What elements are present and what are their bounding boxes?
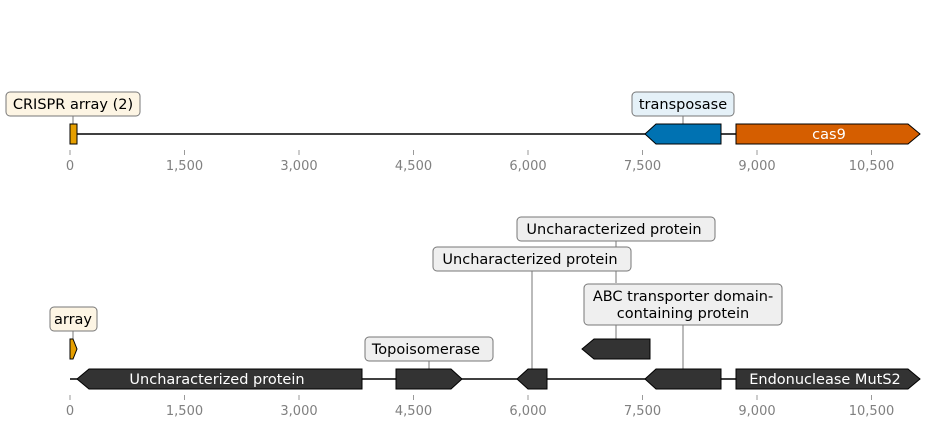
axis-tick-label: 10,500 [849,159,895,174]
bottom-abc-label-box [583,283,783,326]
bottom-abc-label: ABC transporter domain- containing prote… [583,283,783,326]
bottom-endonuclease-inner-label: Endonuclease MutS2 [749,372,901,388]
bottom-abc-transporter-feature [644,368,722,390]
top-array-label: CRISPR array (2) [5,91,141,117]
bottom-uncharacterized-3-feature [581,338,651,360]
bottom-unchar2-label-box [432,246,632,272]
bottom-unchar2-label-text: Uncharacterized protein [442,252,617,268]
axis-tick-label: 3,000 [280,404,317,419]
top-transposase-label-box [631,91,735,117]
top-transposase-label-text: transposase [639,97,727,113]
bottom-topo-label-text: Topoisomerase [371,342,480,358]
axis-tick-label: 10,500 [849,404,895,419]
axis-tick-label: 1,500 [166,404,203,419]
bottom-topo-label-box [364,336,494,362]
bottom-unchar3-label-text: Uncharacterized protein [526,222,701,238]
bottom-array-label-text: array [54,312,92,328]
bottom-array-label-box [49,306,98,332]
top-array-feature [69,123,78,145]
top-cas9-feature [735,123,921,145]
axis-tick-label: 9,000 [738,404,775,419]
top-transposase-feature [644,123,722,145]
axis-tick-label: 0 [66,404,74,419]
bottom-array-label: array [49,306,98,332]
bottom-array-feature [69,338,78,360]
axis-tick-label: 7,500 [624,404,661,419]
axis-tick-label: 4,500 [395,159,432,174]
bottom-uncharacterized-2-feature [516,368,548,390]
bottom-unchar3-label-box [516,216,716,242]
bottom-axis: 0 1,500 3,000 4,500 6,000 7,500 9,000 10,500 [66,395,894,419]
top-cas9-inner-label: cas9 [812,127,846,143]
top-axis: 0 1,500 3,000 4,500 6,000 7,500 9,000 10,500 [66,150,894,174]
bottom-topo-label: Topoisomerase [364,336,494,362]
bottom-abc-label-text-2: containing protein [617,306,749,322]
axis-tick-label: 4,500 [395,404,432,419]
axis-tick-label: 6,000 [509,404,546,419]
bottom-endonuclease-feature [735,368,921,390]
bottom-topoisomerase-feature [395,368,463,390]
top-transposase-label: transposase [631,91,735,117]
axis-tick-label: 6,000 [509,159,546,174]
top-track: cas9 CRISPR array (2) transposase 0 1,500… [5,91,921,174]
bottom-abc-label-text-1: ABC transporter domain- [593,289,773,305]
axis-tick-label: 3,000 [280,159,317,174]
axis-tick-label: 9,000 [738,159,775,174]
bottom-uncharacterized-1-inner-label: Uncharacterized protein [129,372,304,388]
axis-tick-label: 0 [66,159,74,174]
top-array-label-box [5,91,141,117]
axis-tick-label: 7,500 [624,159,661,174]
bottom-unchar2-label: Uncharacterized protein [432,246,632,272]
bottom-uncharacterized-1-feature [76,368,363,390]
top-array-label-text: CRISPR array (2) [13,97,133,113]
axis-tick-label: 1,500 [166,159,203,174]
bottom-unchar3-label: Uncharacterized protein [516,216,716,242]
bottom-track: Uncharacterized protein Endonuclease Mut… [49,216,921,419]
